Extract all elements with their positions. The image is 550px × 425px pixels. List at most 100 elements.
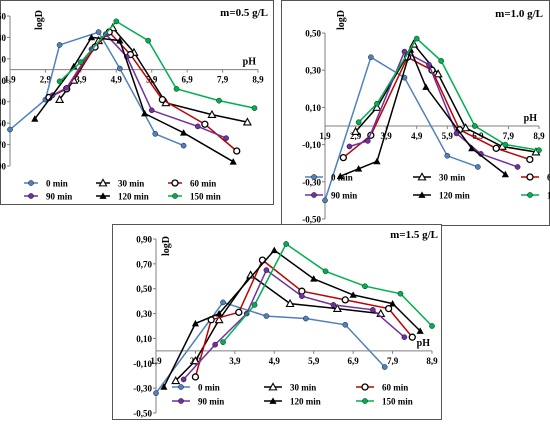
data-point xyxy=(336,172,344,180)
data-point xyxy=(426,61,432,68)
data-point xyxy=(416,327,424,334)
data-point xyxy=(401,48,408,55)
data-point xyxy=(251,105,258,111)
x-tick-label: 5,9 xyxy=(308,356,320,366)
data-point xyxy=(251,302,258,308)
data-point xyxy=(191,373,200,381)
legend-label: 30 min xyxy=(118,179,144,189)
data-point xyxy=(322,268,329,275)
data-point xyxy=(56,78,63,85)
series-line xyxy=(163,249,421,388)
data-point xyxy=(242,117,252,126)
data-point xyxy=(475,164,481,170)
x-axis-label: pH xyxy=(243,57,257,68)
y-tick-label: -0,70 xyxy=(0,140,6,150)
y-tick-label: 0,10 xyxy=(305,103,321,113)
legend-marker xyxy=(268,382,278,391)
legend-marker xyxy=(311,174,317,180)
data-point xyxy=(310,275,318,282)
data-point xyxy=(303,315,309,322)
data-point xyxy=(351,126,361,136)
legend: 0 min 30 min 60 min 90 min 120 min 150 min xyxy=(172,382,413,407)
chart-frame xyxy=(281,0,550,226)
data-point xyxy=(526,155,534,164)
data-point xyxy=(461,123,471,132)
data-point xyxy=(160,383,168,390)
series-150-min xyxy=(220,241,435,345)
legend-label: 60 min xyxy=(190,179,216,189)
data-point xyxy=(173,86,180,92)
x-tick-label: 3,9 xyxy=(229,356,241,366)
legend-label: 120 min xyxy=(290,397,321,407)
data-point xyxy=(263,313,270,319)
data-point xyxy=(190,356,200,365)
data-point xyxy=(180,376,187,383)
y-tick-label: -0,30 xyxy=(0,97,6,107)
legend-marker xyxy=(269,397,277,404)
y-tick-label: -0,30 xyxy=(133,384,152,394)
y-tick-label: 0,10 xyxy=(136,334,152,344)
chart-title: m=0.5 g/L xyxy=(220,7,268,19)
series-line xyxy=(194,258,413,378)
series-0-min xyxy=(7,29,187,149)
legend-label: 90 min xyxy=(331,191,357,201)
y-axis-label: logD xyxy=(161,236,172,256)
data-point xyxy=(372,102,382,111)
x-tick-label: 2,9 xyxy=(40,75,52,85)
data-point xyxy=(388,300,397,307)
y-axis-label: logD xyxy=(34,10,45,30)
data-point xyxy=(501,170,509,178)
x-tick-label: 7,9 xyxy=(503,131,515,141)
legend-label: 90 min xyxy=(46,192,72,202)
y-tick-label: -0,50 xyxy=(302,215,321,225)
y-tick-label: 0,50 xyxy=(305,29,321,39)
data-point xyxy=(171,375,181,385)
data-point xyxy=(229,158,237,165)
y-tick-label: 0,50 xyxy=(0,12,7,22)
data-point xyxy=(31,115,39,122)
data-point xyxy=(152,131,159,137)
legend-marker xyxy=(98,178,108,187)
x-axis-label: pH xyxy=(524,113,538,124)
y-tick-label: -0,30 xyxy=(302,177,321,187)
x-tick-label: 4,9 xyxy=(269,356,281,366)
series-line xyxy=(58,26,248,123)
data-point xyxy=(113,18,120,25)
data-point xyxy=(214,315,224,324)
data-point xyxy=(355,119,362,126)
data-point xyxy=(298,287,306,295)
data-point xyxy=(117,65,123,72)
data-point xyxy=(368,54,374,60)
data-point xyxy=(502,141,509,148)
chart-title: m=1.5 g/L xyxy=(390,229,438,241)
legend-marker xyxy=(527,192,533,198)
data-point xyxy=(158,95,166,104)
chart-panel-2: 0,900,700,500,300,10-0,10-0,30-0,501,92,… xyxy=(112,224,442,420)
legend-label: 60 min xyxy=(547,173,550,183)
legend-marker xyxy=(28,193,34,199)
data-point xyxy=(381,364,388,370)
y-tick-label: -0,10 xyxy=(0,76,6,86)
data-point xyxy=(145,37,151,44)
data-point xyxy=(341,296,349,304)
series-60-min xyxy=(191,256,416,381)
data-point xyxy=(191,319,200,327)
x-tick-label: 6,9 xyxy=(472,131,484,141)
data-point xyxy=(346,143,353,150)
legend-label: 0 min xyxy=(331,173,353,183)
y-tick-label: -0,90 xyxy=(0,162,6,172)
legend-marker xyxy=(99,192,107,199)
legend: 0 min 30 min 60 min 90 min 120 min 150 min xyxy=(24,178,221,202)
data-point xyxy=(95,29,102,35)
data-point xyxy=(374,100,380,107)
data-point xyxy=(373,157,381,165)
chart-title: m=1.0 g/L xyxy=(495,8,543,20)
y-axis-label: logD xyxy=(336,10,347,30)
data-point xyxy=(332,303,342,313)
data-point xyxy=(263,267,270,273)
data-point xyxy=(212,341,218,348)
legend-label: 0 min xyxy=(198,383,220,393)
data-point xyxy=(339,153,347,162)
legend-marker xyxy=(171,179,179,187)
data-point xyxy=(471,123,478,129)
